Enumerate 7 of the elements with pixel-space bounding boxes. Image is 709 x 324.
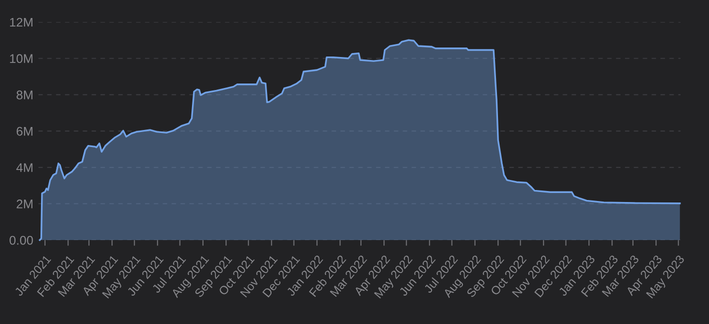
y-tick-label: 6M <box>16 126 32 136</box>
y-tick-label: 10M <box>10 54 32 64</box>
y-tick-label: 8M <box>16 90 32 100</box>
y-tick-label: 2M <box>16 200 32 208</box>
y-tick-label: 0.00 <box>10 236 33 245</box>
y-tick-label: 4M <box>16 163 32 172</box>
y-tick-label: 12M <box>10 18 32 27</box>
